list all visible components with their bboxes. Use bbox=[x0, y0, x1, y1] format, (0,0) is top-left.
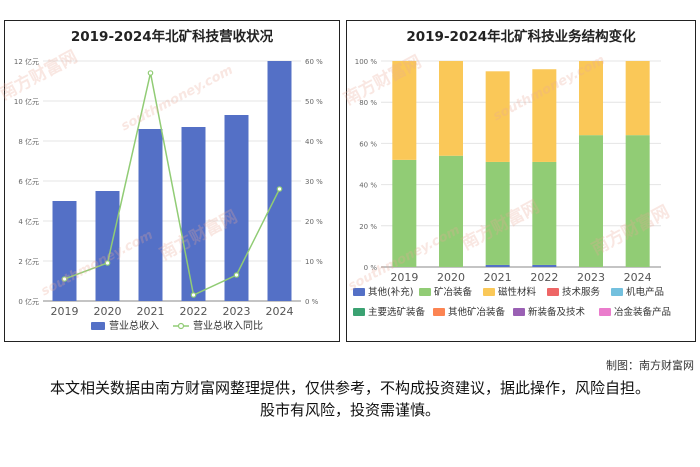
y-left-tick-label: 2 亿元 bbox=[18, 257, 39, 266]
x-tick-label: 2021 bbox=[137, 305, 165, 318]
x-tick-label: 2023 bbox=[577, 271, 605, 284]
legend-label-yoy: 营业总收入同比 bbox=[193, 319, 263, 332]
yoy-point bbox=[61, 276, 68, 282]
x-tick-label: 2022 bbox=[530, 271, 558, 284]
y-tick-label: 20 % bbox=[359, 223, 377, 231]
legend-swatch bbox=[611, 288, 623, 296]
stack-segment bbox=[392, 61, 417, 160]
y-left-tick-label: 0 亿元 bbox=[18, 297, 39, 306]
legend-swatch bbox=[353, 288, 365, 296]
business-structure-title: 2019-2024年北矿科技业务结构变化 bbox=[406, 29, 636, 45]
revenue-bar bbox=[95, 191, 120, 301]
yoy-point bbox=[104, 260, 111, 266]
y-right-tick-label: 20 % bbox=[305, 218, 323, 226]
y-left-tick-label: 4 亿元 bbox=[18, 217, 39, 226]
x-tick-label: 2024 bbox=[624, 271, 652, 284]
revenue-chart: 0 亿元 2 亿元 4 亿元 6 亿元 8 亿元 10 亿元 12 亿元 0 % 10 % 20 … bbox=[14, 57, 323, 332]
business-structure-panel: 2019-2024年北矿科技业务结构变化 0 % 20 % 40 % 60 % 80 %… bbox=[340, 20, 696, 342]
legend-swatch bbox=[483, 288, 495, 296]
y-right-tick-label: 10 % bbox=[305, 258, 323, 266]
revenue-bar bbox=[138, 129, 163, 301]
y-right-tick-label: 50 % bbox=[305, 98, 323, 106]
stack-segment bbox=[485, 161, 510, 265]
legend-swatch bbox=[513, 308, 525, 316]
x-tick-label: 2020 bbox=[94, 305, 122, 318]
stack-segment bbox=[625, 61, 650, 136]
y-right-tick-label: 60 % bbox=[305, 58, 323, 66]
legend-label-revenue: 营业总收入 bbox=[109, 319, 159, 332]
x-tick-label: 2022 bbox=[180, 305, 208, 318]
chart-credit: 制图：南方财富网 bbox=[606, 359, 694, 372]
yoy-point bbox=[276, 186, 283, 192]
legend-swatch-revenue bbox=[91, 322, 105, 330]
legend-label: 其他矿冶装备 bbox=[448, 306, 506, 318]
y-tick-label: 40 % bbox=[359, 182, 377, 190]
y-tick-label: 0 % bbox=[364, 264, 378, 272]
y-tick-label: 100 % bbox=[355, 58, 378, 66]
legend-swatch bbox=[547, 288, 559, 296]
business-structure-chart: 0 % 20 % 40 % 60 % 80 % 100 % 2019 2020 2021 2022… bbox=[353, 58, 671, 318]
x-tick-label: 2019 bbox=[51, 305, 79, 318]
x-tick-label: 2023 bbox=[223, 305, 251, 318]
stack-segment bbox=[579, 61, 603, 136]
yoy-point bbox=[190, 292, 197, 298]
legend-label: 主要选矿装备 bbox=[368, 306, 426, 318]
stack-segment bbox=[439, 61, 463, 156]
yoy-point bbox=[147, 70, 154, 76]
y-right-tick-label: 0 % bbox=[305, 298, 319, 306]
yoy-point bbox=[233, 272, 240, 278]
y-left-tick-label: 10 亿元 bbox=[14, 97, 39, 106]
revenue-bar bbox=[224, 115, 249, 301]
y-tick-label: 80 % bbox=[359, 99, 377, 107]
stack-segment bbox=[485, 264, 510, 267]
revenue-bar bbox=[181, 127, 206, 301]
legend-label: 冶金装备产品 bbox=[614, 306, 671, 318]
y-right-tick-label: 30 % bbox=[305, 178, 323, 186]
stack-segment bbox=[439, 155, 463, 267]
legend-swatch bbox=[353, 308, 365, 316]
x-tick-label: 2021 bbox=[484, 271, 512, 284]
stack-segment bbox=[392, 159, 417, 267]
legend-swatch-yoy-marker bbox=[177, 322, 185, 330]
legend-swatch bbox=[433, 308, 445, 316]
legend-label: 其他(补充) bbox=[368, 286, 413, 298]
legend-swatch bbox=[419, 288, 431, 296]
revenue-chart-title: 2019-2024年北矿科技营收状况 bbox=[70, 29, 274, 45]
stack-segment bbox=[579, 135, 603, 267]
legend-label: 矿冶装备 bbox=[434, 286, 473, 298]
legend-label: 新装备及技术 bbox=[528, 306, 586, 318]
y-left-tick-label: 12 亿元 bbox=[14, 57, 39, 66]
y-right-tick-label: 40 % bbox=[305, 138, 323, 146]
legend-label: 机电产品 bbox=[626, 286, 664, 298]
y-left-tick-label: 6 亿元 bbox=[18, 177, 39, 186]
yoy-line bbox=[64, 72, 281, 297]
disclaimer-text: 本文相关数据由南方财富网整理提供，仅供参考，不构成投资建议，据此操作，风险自担。… bbox=[50, 379, 651, 419]
x-tick-label: 2020 bbox=[437, 271, 465, 284]
stack-segment bbox=[532, 264, 557, 267]
x-tick-label: 2024 bbox=[266, 305, 294, 318]
y-left-tick-label: 8 亿元 bbox=[18, 137, 39, 146]
stack-segment bbox=[625, 135, 650, 267]
revenue-bar bbox=[52, 201, 77, 301]
legend-label: 技术服务 bbox=[562, 286, 601, 298]
stack-segment bbox=[532, 69, 557, 162]
stack-segment bbox=[485, 71, 510, 162]
legend-label: 磁性材料 bbox=[498, 286, 537, 298]
revenue-chart-panel: 2019-2024年北矿科技营收状况 0 亿元 2 亿元 4 亿元 6 亿元 8 亿元 1… bbox=[0, 20, 340, 342]
stack-segment bbox=[532, 161, 557, 265]
x-tick-label: 2019 bbox=[390, 271, 418, 284]
legend-swatch bbox=[599, 308, 611, 316]
y-tick-label: 60 % bbox=[359, 140, 377, 148]
revenue-bar bbox=[267, 61, 292, 301]
